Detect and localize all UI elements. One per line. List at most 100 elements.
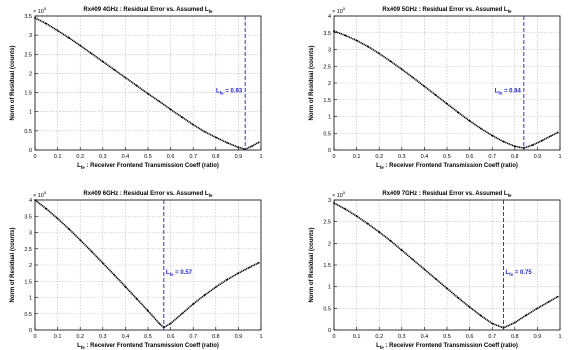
data-point bbox=[257, 141, 260, 144]
y-tick-label: 1.5 bbox=[24, 91, 32, 97]
data-point bbox=[135, 84, 138, 87]
data-point bbox=[468, 119, 471, 122]
x-tick-label: 0.9 bbox=[534, 154, 542, 160]
x-tick-label: 0.8 bbox=[511, 154, 519, 160]
y-exponent-label: × 105 bbox=[33, 6, 47, 15]
data-point bbox=[192, 123, 195, 126]
data-point bbox=[480, 314, 482, 317]
data-point bbox=[34, 17, 36, 19]
gridlines bbox=[334, 200, 560, 330]
x-tick-label: 0.7 bbox=[189, 334, 197, 340]
x-tick-label: 0.1 bbox=[353, 154, 361, 160]
x-tick-label: 0.2 bbox=[375, 334, 383, 340]
gridlines bbox=[35, 16, 261, 150]
series-points bbox=[34, 17, 260, 151]
x-tick-label: 1 bbox=[259, 154, 262, 160]
data-point bbox=[355, 215, 358, 217]
data-point bbox=[434, 94, 437, 96]
x-tick-label: 0.5 bbox=[443, 334, 451, 340]
x-tick-label: 0.7 bbox=[488, 334, 496, 340]
y-tick-label: 1 bbox=[29, 296, 32, 302]
y-axis-label: Norm of Residual (counts) bbox=[309, 45, 315, 120]
data-point bbox=[556, 295, 559, 298]
gridlines bbox=[35, 200, 261, 330]
data-point bbox=[90, 250, 93, 253]
x-tick-label: 0.5 bbox=[144, 334, 152, 340]
series-line-1 bbox=[34, 17, 260, 151]
minimum-marker-label: Lfe = 0.75 bbox=[506, 270, 533, 277]
data-point bbox=[124, 285, 127, 288]
data-point bbox=[181, 116, 183, 118]
x-tick-label: 0.3 bbox=[99, 334, 107, 340]
y-tick-label: 2 bbox=[29, 263, 32, 269]
y-axis-label: Norm of Residual (counts) bbox=[309, 227, 315, 302]
data-point bbox=[45, 22, 48, 25]
x-tick-label: 0.2 bbox=[375, 154, 383, 160]
y-exponent-label: × 105 bbox=[332, 190, 346, 199]
x-tick-label: 0.5 bbox=[443, 154, 451, 160]
x-tick-label: 0.4 bbox=[122, 154, 130, 160]
data-point bbox=[536, 307, 539, 310]
data-point bbox=[248, 266, 251, 269]
y-tick-label: 3.5 bbox=[24, 214, 32, 220]
data-point bbox=[423, 85, 426, 88]
data-point bbox=[423, 268, 426, 271]
data-point bbox=[525, 314, 527, 317]
x-axis-label: Lfe : Receiver Frontend Transmission Coe… bbox=[77, 343, 219, 350]
data-point bbox=[101, 262, 104, 264]
data-point bbox=[502, 140, 505, 143]
minimum-marker-label: Lfe = 0.84 bbox=[495, 88, 522, 95]
data-point bbox=[457, 297, 460, 299]
series-line-1 bbox=[34, 199, 260, 329]
data-point bbox=[389, 60, 392, 63]
data-point bbox=[135, 297, 138, 300]
data-point bbox=[214, 136, 217, 139]
minimum-marker-label: Lfe = 0.93 bbox=[216, 88, 243, 95]
x-tick-label: 0.8 bbox=[212, 154, 220, 160]
data-point bbox=[556, 131, 559, 134]
chart-title: Rx#09 5GHz : Residual Error vs. Assumed … bbox=[382, 7, 512, 14]
data-point bbox=[468, 306, 471, 308]
y-tick-label: 3.5 bbox=[24, 14, 32, 20]
data-point bbox=[147, 92, 149, 95]
series-points bbox=[333, 202, 559, 329]
x-tick-label: 0.3 bbox=[398, 334, 406, 340]
data-point bbox=[412, 258, 414, 261]
x-tick-label: 0.4 bbox=[122, 334, 130, 340]
data-point bbox=[547, 300, 550, 303]
x-tick-label: 0.2 bbox=[76, 154, 84, 160]
data-point bbox=[257, 261, 260, 264]
data-point bbox=[68, 36, 70, 39]
x-tick-label: 0.9 bbox=[235, 334, 243, 340]
data-point bbox=[237, 272, 240, 275]
chart-panel-3: 0 0.1 0.2 0.3 0.4 0.5 0.6 0.7 0.8 0.9 1 0 0.5 1 1.5 2 2.… bbox=[10, 190, 263, 350]
x-tick-label: 0.7 bbox=[488, 154, 496, 160]
y-tick-label: 0.5 bbox=[323, 306, 331, 312]
x-tick-label: 1 bbox=[558, 334, 561, 340]
chart-panel-1: 0 0.1 0.2 0.3 0.4 0.5 0.6 0.7 0.8 0.9 1 0 0.5 1 1.5 2 2.… bbox=[10, 6, 263, 170]
data-point bbox=[226, 278, 229, 281]
data-point bbox=[68, 228, 70, 230]
data-point bbox=[480, 127, 482, 130]
data-point bbox=[203, 130, 206, 133]
y-tick-label: 2 bbox=[328, 241, 331, 247]
y-tick-label: 0.5 bbox=[24, 312, 32, 318]
x-tick-label: 0.3 bbox=[99, 154, 107, 160]
data-point bbox=[541, 139, 543, 142]
y-tick-label: 0 bbox=[29, 148, 32, 154]
data-point bbox=[56, 217, 59, 220]
x-tick-label: 0.8 bbox=[212, 334, 220, 340]
y-tick-label: 1 bbox=[29, 110, 32, 116]
data-point bbox=[378, 52, 381, 55]
data-point bbox=[513, 145, 516, 148]
x-tick-label: 0.6 bbox=[466, 154, 474, 160]
x-tick-label: 0.4 bbox=[421, 154, 429, 160]
data-point bbox=[237, 146, 240, 149]
gridlines bbox=[334, 16, 560, 150]
chart-title: Rx#09 4GHz : Residual Error vs. Assumed … bbox=[83, 7, 213, 14]
y-tick-label: 2.5 bbox=[323, 220, 331, 226]
data-point bbox=[79, 44, 82, 47]
data-point bbox=[367, 222, 369, 225]
data-point bbox=[333, 30, 335, 32]
data-point bbox=[251, 145, 253, 148]
